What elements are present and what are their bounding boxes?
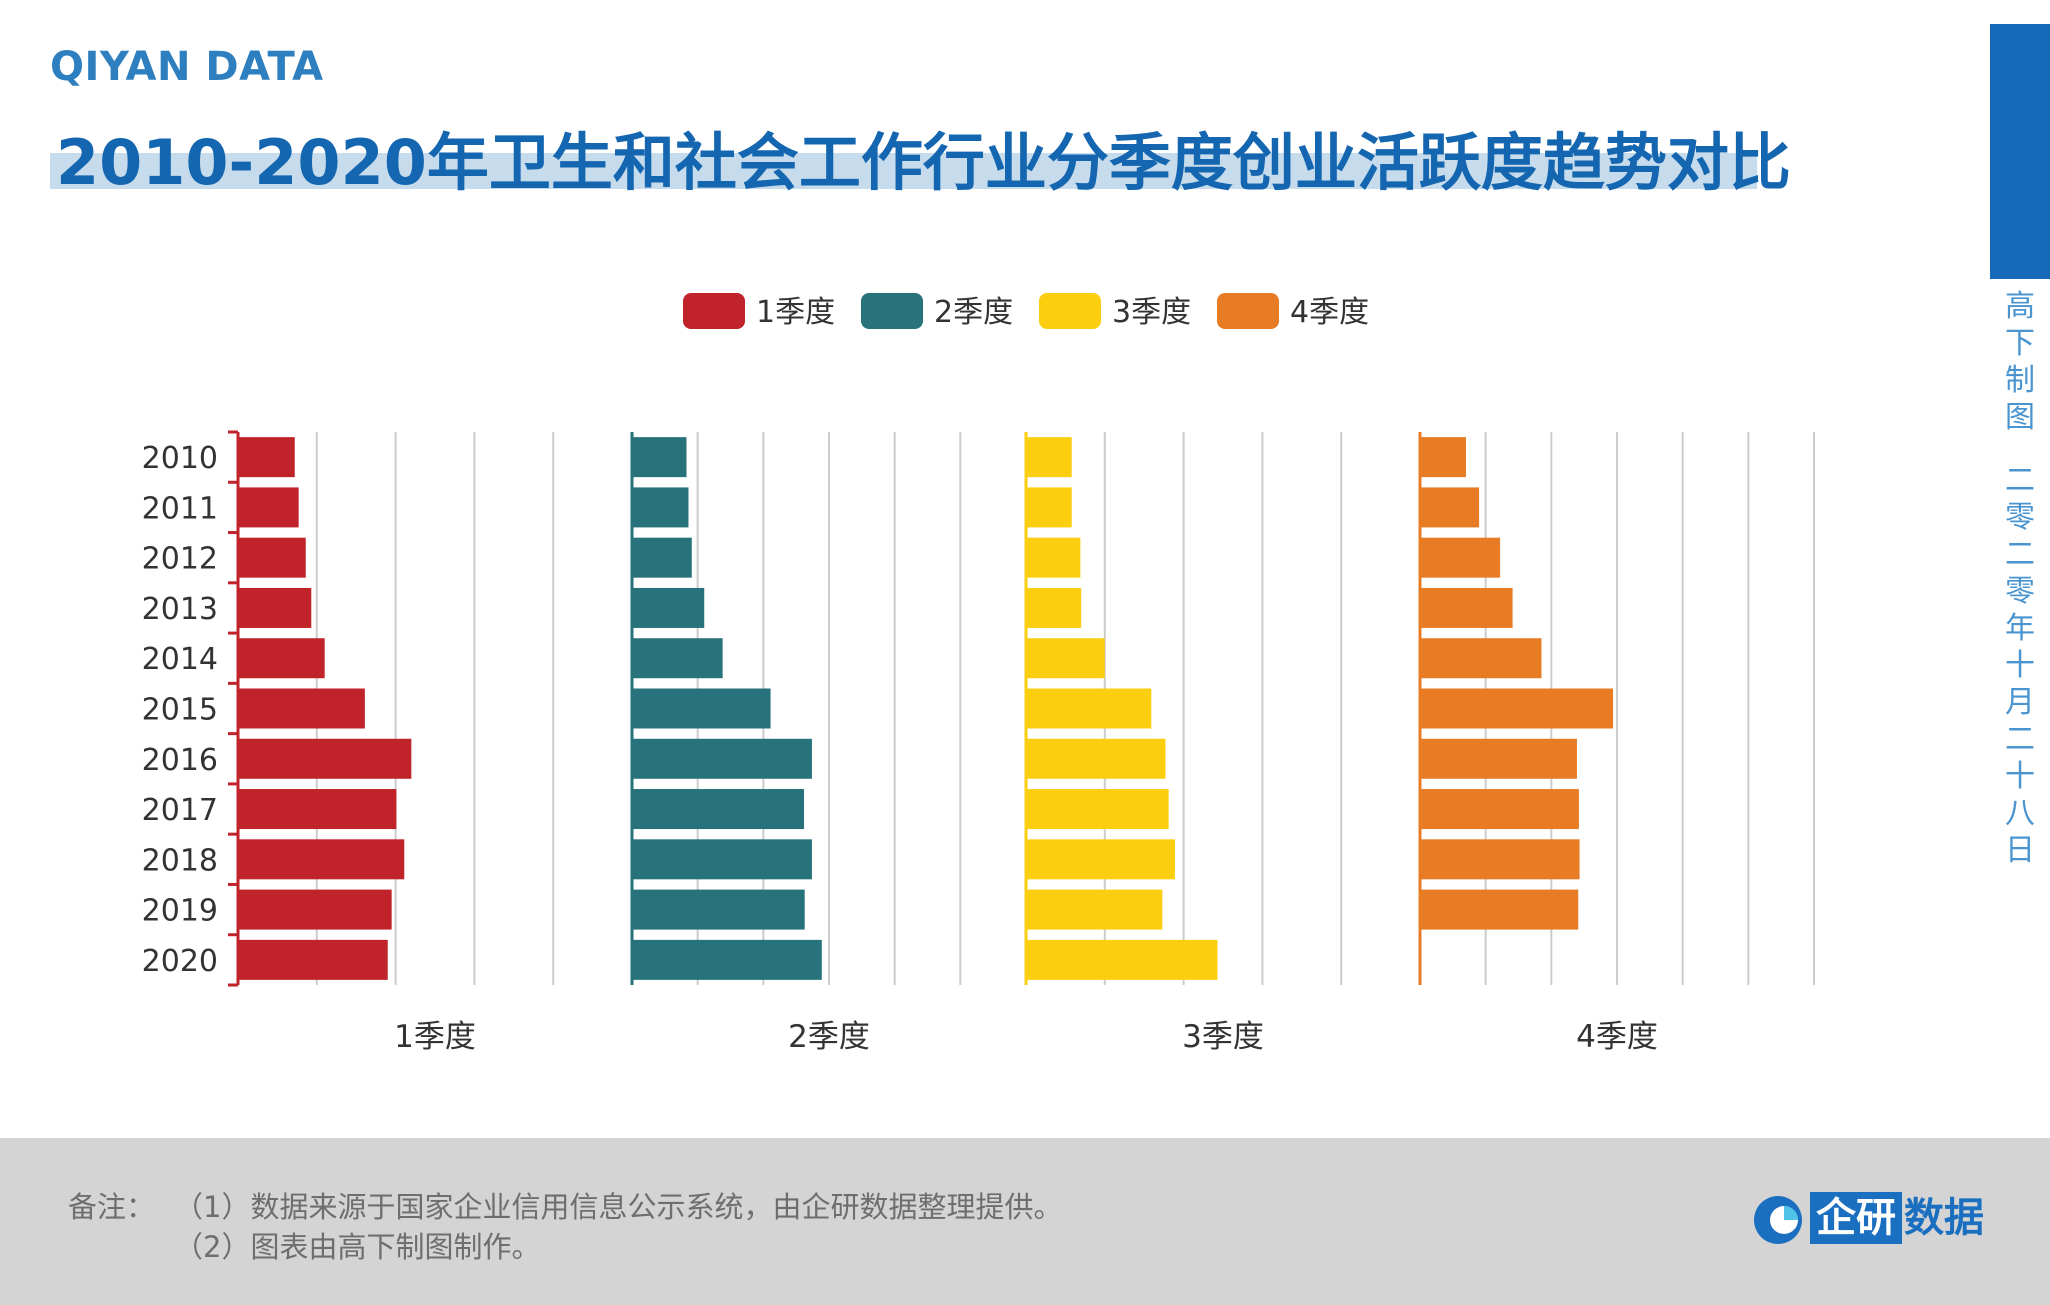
chart-panels: 2010 2011 2012 2013 2014 2015 2016 2017 2018 2019… (142, 430, 1815, 1055)
bar-q2-2019 (632, 889, 805, 930)
legend-swatch-3 (1039, 293, 1101, 329)
year-label: 2019 (142, 894, 218, 929)
note-label: 备注： (68, 1190, 156, 1224)
year-label: 2017 (142, 793, 218, 828)
bar-q2-2015 (632, 688, 771, 729)
side-accent-bar (1990, 24, 2050, 279)
bar-q2-2013 (632, 587, 705, 628)
brand-label: QIYAN DATA (50, 44, 324, 90)
bar-q1-2015 (238, 688, 365, 729)
bar-q1-2020 (238, 939, 388, 980)
bar-q1-2017 (238, 789, 397, 830)
bar-q1-2010 (238, 437, 295, 478)
bar-q2-2018 (632, 839, 812, 880)
bar-q2-2017 (632, 789, 805, 830)
bar-q3-2018 (1026, 839, 1175, 880)
chart-legend: 1季度 2季度 3季度 4季度 (683, 293, 1369, 330)
panel-label-3: 3季度 (1182, 1019, 1264, 1055)
bar-q3-2016 (1026, 738, 1166, 779)
bar-q2-2012 (632, 537, 692, 578)
year-label: 2014 (142, 642, 218, 677)
bar-q3-2020 (1026, 939, 1218, 980)
bar-q1-2019 (238, 889, 392, 930)
bar-q1-2018 (238, 839, 405, 880)
panel-1: 1季度 (228, 430, 633, 1055)
bar-q3-2010 (1026, 437, 1072, 478)
year-label: 2020 (142, 944, 218, 979)
bar-q1-2011 (238, 487, 299, 528)
legend-swatch-4 (1217, 293, 1279, 329)
note-line-2: （2）图表由高下制图制作。 (174, 1230, 541, 1264)
logo-box-text: 企研 (1810, 1192, 1902, 1244)
bar-q2-2014 (632, 638, 723, 679)
page-title: 2010-2020年卫生和社会工作行业分季度创业活跃度趋势对比 (56, 126, 1791, 199)
bar-q1-2014 (238, 638, 325, 679)
note-line-1: （1）数据来源于国家企业信用信息公示系统，由企研数据整理提供。 (174, 1190, 1063, 1224)
panel-4: 4季度 (1418, 432, 1815, 1055)
year-label: 2016 (142, 743, 218, 778)
bar-q2-2011 (632, 487, 689, 528)
bar-q3-2019 (1026, 889, 1163, 930)
year-label: 2018 (142, 843, 218, 878)
bar-q3-2014 (1026, 638, 1105, 679)
bar-q4-2015 (1420, 688, 1614, 729)
logo-text: 数据 (1904, 1195, 1984, 1241)
legend-label-1: 1季度 (756, 295, 835, 330)
panel-2: 2季度 (630, 432, 1027, 1055)
bar-q4-2014 (1420, 638, 1542, 679)
bar-q3-2017 (1026, 789, 1169, 830)
legend-label-4: 4季度 (1290, 295, 1369, 330)
panel-label-2: 2季度 (788, 1019, 870, 1055)
year-label: 2015 (142, 693, 218, 728)
bar-q3-2012 (1026, 537, 1081, 578)
side-vertical-text: 高下制图 二零二零年十月二十八日 (1992, 288, 2048, 869)
bar-q4-2019 (1420, 889, 1579, 930)
title-highlight-band (50, 153, 1757, 189)
legend-label-3: 3季度 (1112, 295, 1191, 330)
year-label: 2010 (142, 441, 218, 476)
side-date: 二零二零年十月二十八日 (2005, 463, 2035, 868)
bar-q4-2013 (1420, 587, 1513, 628)
bar-q4-2017 (1420, 789, 1579, 830)
panel-label-1: 1季度 (394, 1019, 476, 1055)
bar-q4-2012 (1420, 537, 1501, 578)
panel-label-4: 4季度 (1576, 1019, 1658, 1055)
bar-q4-2010 (1420, 437, 1466, 478)
bar-q2-2010 (632, 437, 687, 478)
bar-q3-2013 (1026, 587, 1082, 628)
logo-mark-icon (1754, 1196, 1802, 1244)
panel-3: 3季度 (1024, 432, 1421, 1055)
year-label: 2013 (142, 592, 218, 627)
bar-q4-2016 (1420, 738, 1577, 779)
bar-q1-2016 (238, 738, 412, 779)
bar-q2-2016 (632, 738, 812, 779)
footer-notes: 备注： （1）数据来源于国家企业信用信息公示系统，由企研数据整理提供。 （2）图… (0, 1138, 2050, 1305)
bar-q3-2015 (1026, 688, 1152, 729)
company-logo: 企研 数据 (1752, 1190, 1992, 1246)
bar-q3-2011 (1026, 487, 1072, 528)
legend-swatch-1 (683, 293, 745, 329)
side-author: 高下制图 (2005, 289, 2035, 435)
legend-label-2: 2季度 (934, 295, 1013, 330)
bar-q1-2013 (238, 587, 312, 628)
year-label: 2012 (142, 542, 218, 577)
year-label: 2011 (142, 491, 218, 526)
bar-q4-2011 (1420, 487, 1480, 528)
bar-q1-2012 (238, 537, 306, 578)
legend-swatch-2 (861, 293, 923, 329)
bar-q2-2020 (632, 939, 822, 980)
bar-q4-2018 (1420, 839, 1580, 880)
quarterly-bar-chart: 1季度 2季度 3季度 4季度 201020112012201320142015201… (142, 293, 1815, 1055)
